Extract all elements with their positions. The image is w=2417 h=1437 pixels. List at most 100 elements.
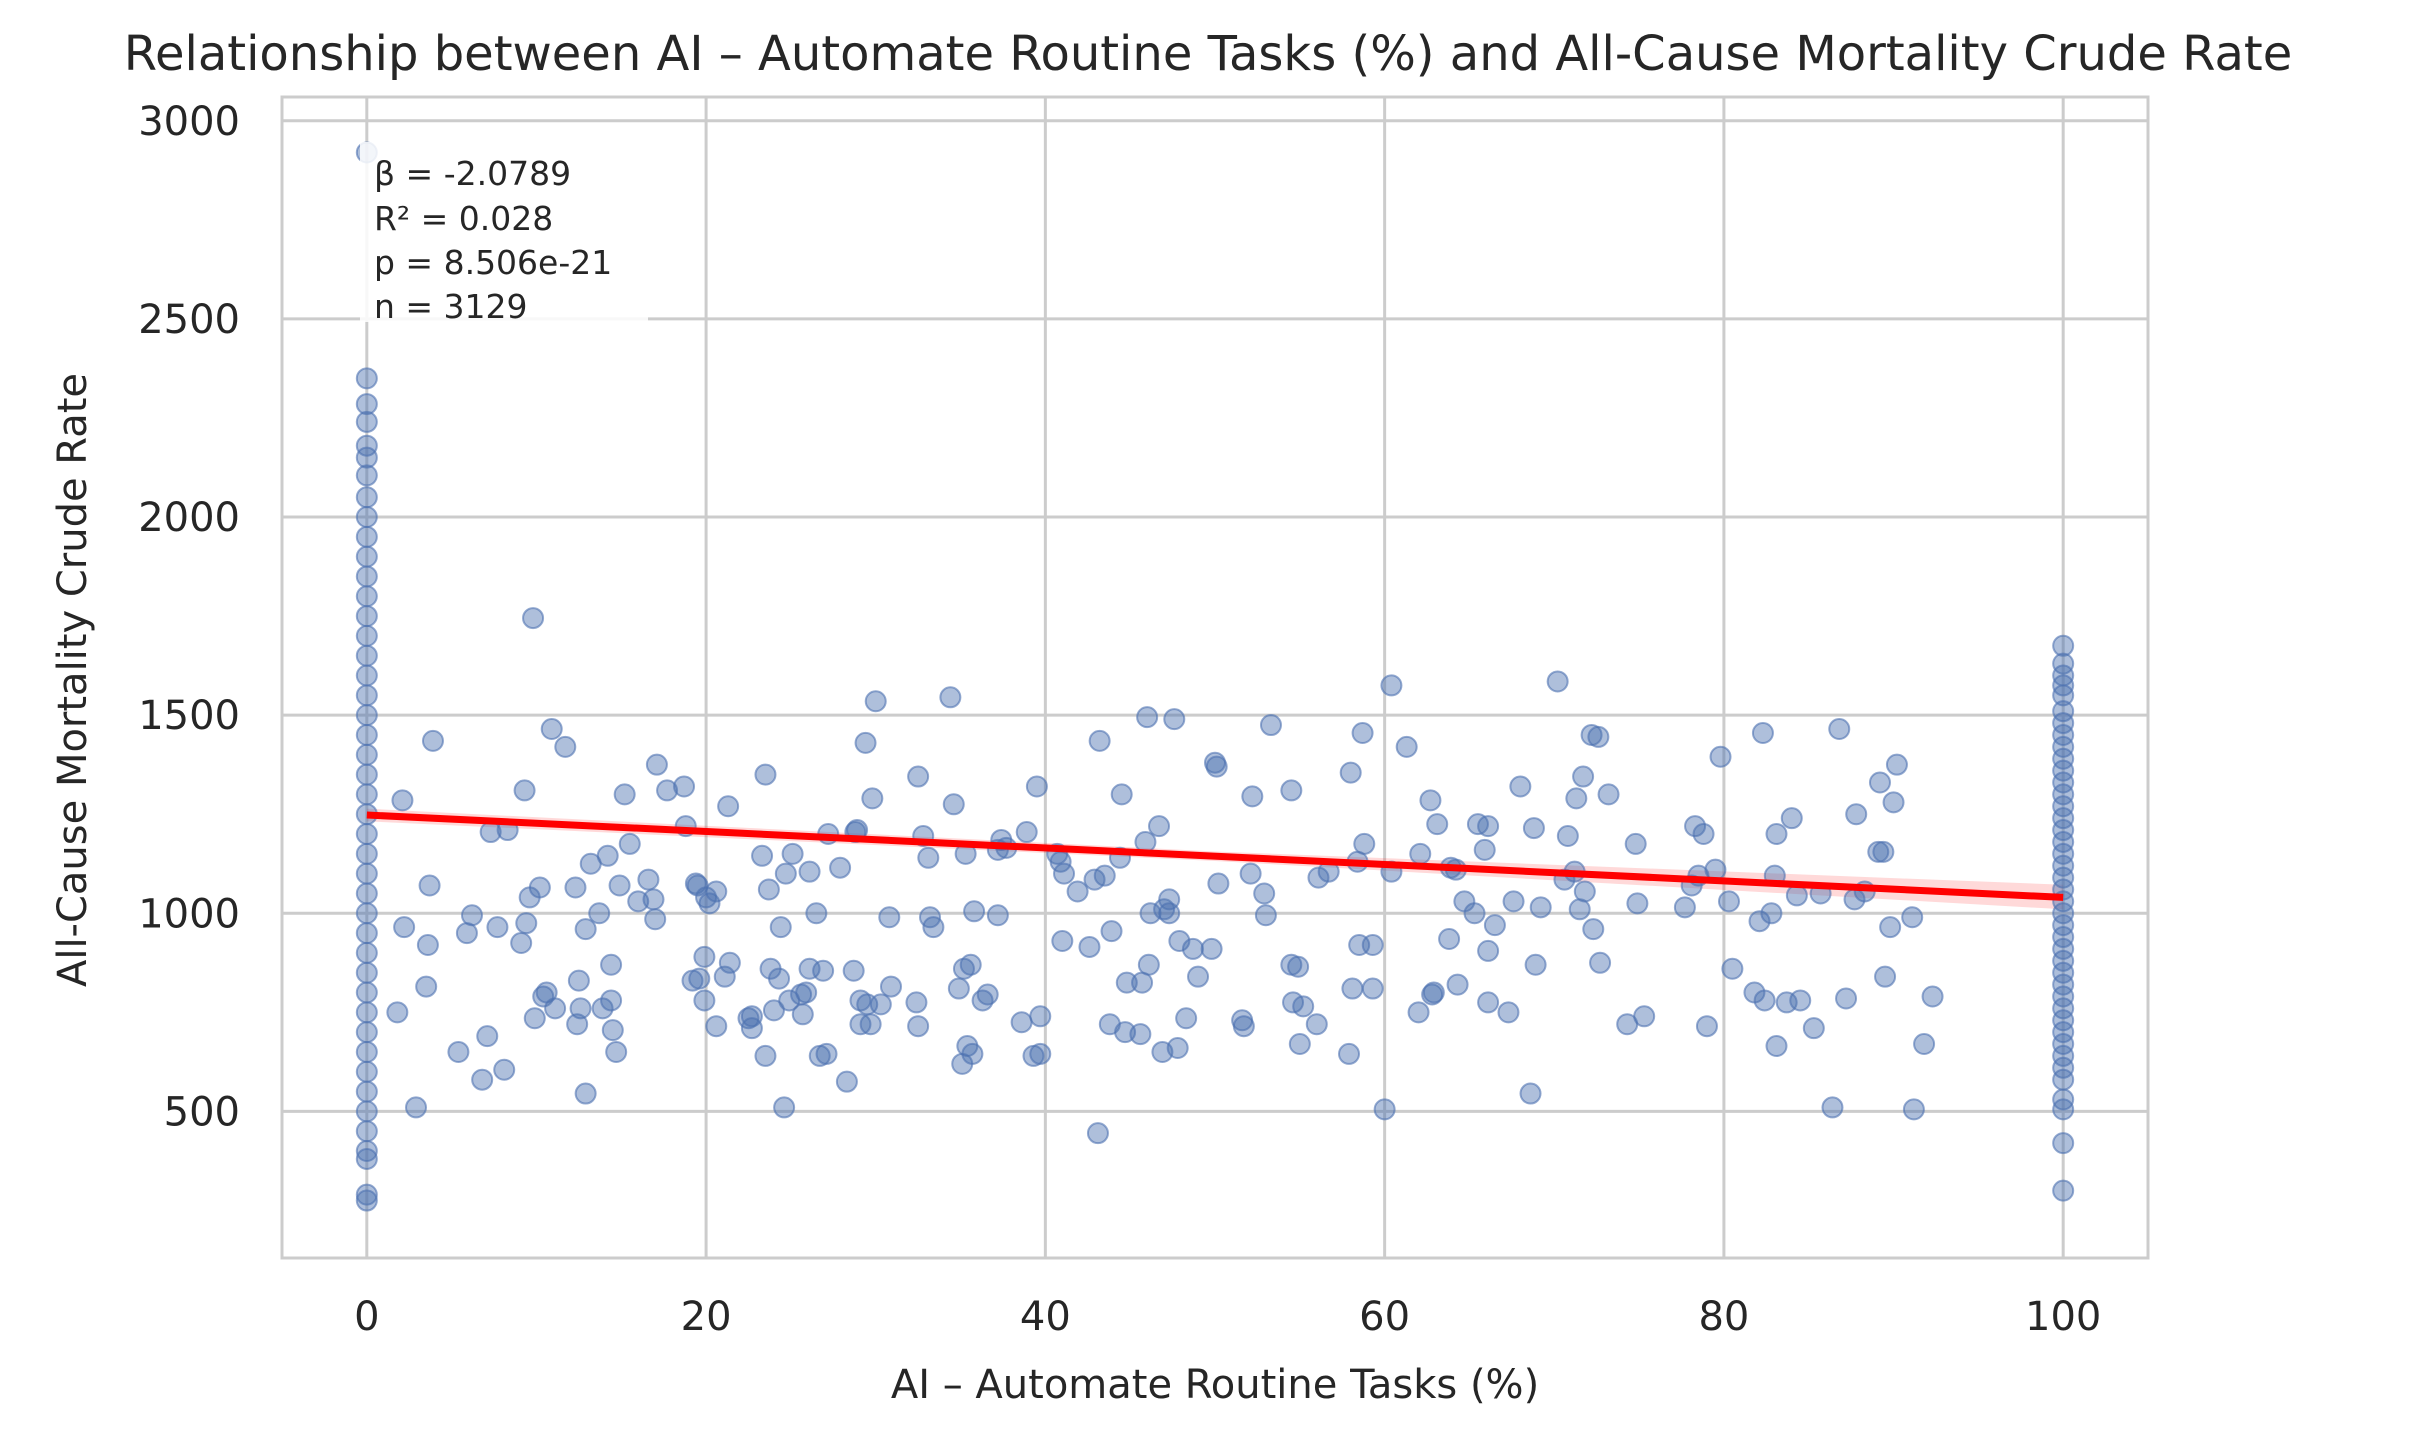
data-point (645, 753, 668, 776)
data-point (355, 684, 378, 707)
data-point (355, 464, 378, 487)
data-point (835, 1070, 858, 1093)
data-point (2052, 819, 2075, 842)
data-point (1025, 775, 1048, 798)
data-point (355, 585, 378, 608)
data-point (705, 880, 728, 903)
data-point (355, 961, 378, 984)
data-point (2052, 1056, 2075, 1079)
data-point (1760, 902, 1783, 925)
data-point (355, 1120, 378, 1143)
data-point (355, 1140, 378, 1163)
data-point (961, 1042, 984, 1065)
data-point (2052, 937, 2075, 960)
data-point (798, 860, 821, 883)
data-point (405, 1096, 428, 1119)
regression-line-layer (366, 811, 2064, 901)
data-point (355, 823, 378, 846)
data-point (859, 1013, 882, 1036)
data-point (1239, 862, 1262, 885)
data-point (1115, 971, 1138, 994)
data-point (613, 783, 636, 806)
data-point (781, 842, 804, 865)
data-point (1483, 914, 1506, 937)
data-point (1845, 803, 1868, 826)
data-point (2052, 1132, 2075, 1155)
data-point (939, 686, 962, 709)
data-point (1254, 904, 1277, 927)
data-point (1882, 791, 1905, 814)
data-point (905, 991, 928, 1014)
data-point (762, 999, 785, 1022)
data-point (1785, 884, 1808, 907)
data-point (1426, 813, 1449, 836)
data-point (1351, 721, 1374, 744)
data-point (907, 1015, 930, 1038)
data-point (355, 367, 378, 390)
data-point (1765, 823, 1788, 846)
data-point (510, 931, 533, 954)
data-point (564, 876, 587, 899)
data-point (355, 882, 378, 905)
data-point (2052, 684, 2075, 707)
data-point (1409, 842, 1432, 865)
data-point (355, 783, 378, 806)
data-point (540, 718, 563, 741)
data-point (1597, 783, 1620, 806)
data-point (1874, 965, 1897, 988)
data-point (1582, 918, 1605, 941)
data-point (1187, 965, 1210, 988)
data-point (1093, 864, 1116, 887)
data-point (1287, 955, 1310, 978)
data-point (608, 874, 631, 897)
data-point (1051, 930, 1074, 953)
data-point (355, 842, 378, 865)
stats-annotation: β = -2.0789 R² = 0.028 p = 8.506e-21 n =… (360, 142, 648, 326)
data-point (1589, 951, 1612, 974)
data-point (1029, 1042, 1052, 1065)
data-point (2052, 1179, 2075, 1202)
data-point (355, 704, 378, 727)
data-point (1100, 920, 1123, 943)
tick-labels: 0 20 40 60 80 100 500 1000 1500 2000 2500 3000 (138, 99, 2101, 1340)
data-point (1463, 902, 1486, 925)
stats-beta: β = -2.0789 (374, 154, 571, 193)
data-point (1158, 902, 1181, 925)
data-point (1395, 735, 1418, 758)
data-point (842, 959, 865, 982)
data-point (1088, 729, 1111, 752)
data-point (355, 941, 378, 964)
scatter-points (355, 141, 2075, 1212)
data-point (486, 916, 509, 939)
data-point (1407, 1001, 1430, 1024)
data-point (355, 743, 378, 766)
data-point (1066, 880, 1089, 903)
data-point (1419, 789, 1442, 812)
data-point (740, 1017, 763, 1040)
data-point (2052, 949, 2075, 972)
data-point (2052, 735, 2075, 758)
data-point (1717, 890, 1740, 913)
data-point (513, 779, 536, 802)
data-point (1292, 995, 1315, 1018)
data-point (1139, 902, 1162, 925)
data-point (471, 1068, 494, 1091)
x-tick-label: 20 (681, 1294, 732, 1340)
data-point (637, 868, 660, 891)
data-point (2052, 700, 2075, 723)
stats-r-squared: R² = 0.028 (374, 199, 553, 238)
data-point (1902, 1098, 1925, 1121)
data-point (355, 922, 378, 945)
data-point (815, 1042, 838, 1065)
data-point (1872, 840, 1895, 863)
data-point (1867, 840, 1890, 863)
data-point (1751, 721, 1774, 744)
data-point (493, 1058, 516, 1081)
data-point (754, 763, 777, 786)
stats-annotation-background (360, 142, 648, 322)
data-point (600, 989, 623, 1012)
plot-frame (280, 95, 2150, 1260)
data-point (588, 902, 611, 925)
data-point (1789, 989, 1812, 1012)
